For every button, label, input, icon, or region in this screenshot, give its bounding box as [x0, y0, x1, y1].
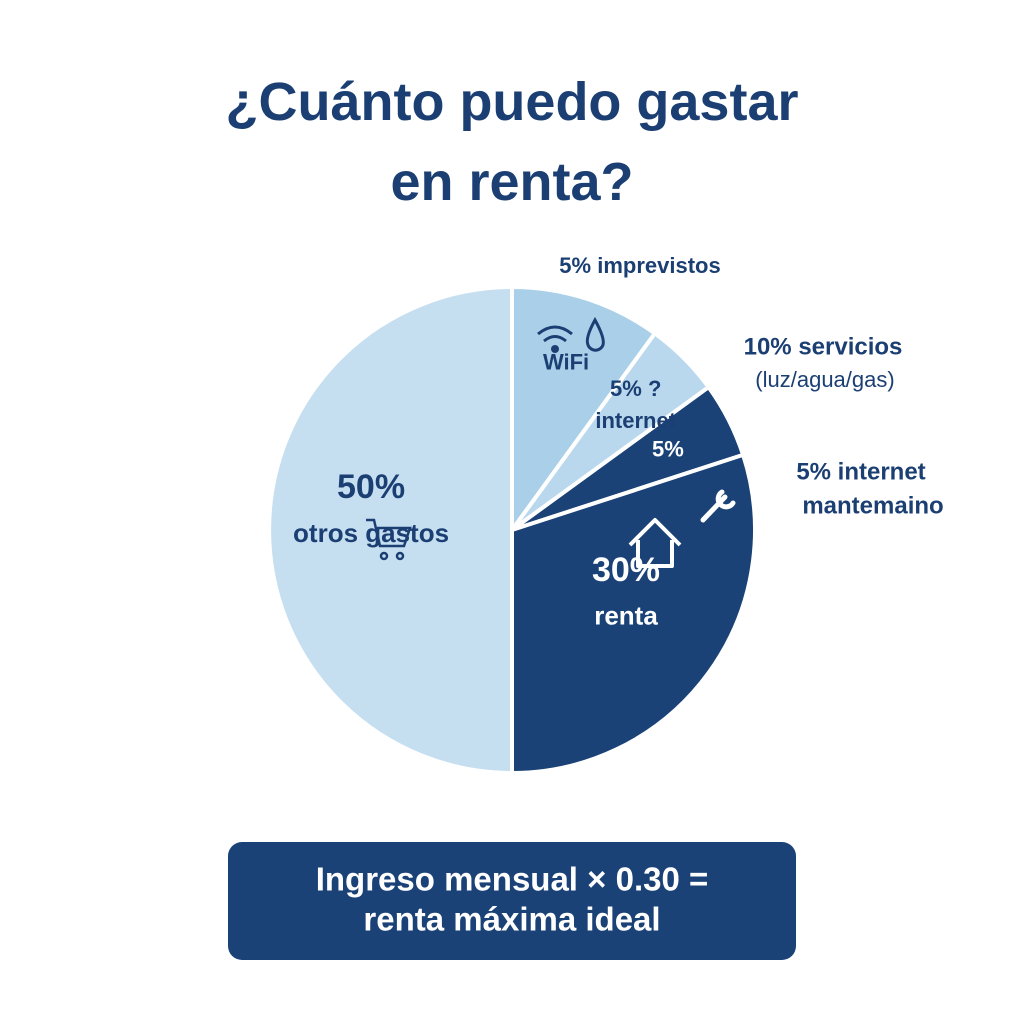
labels: WiFi 5% ? internet 5% 30% renta 50% otros gasto… — [293, 349, 684, 630]
value-label: 5% ? — [610, 376, 661, 401]
slice-label: WiFi — [543, 349, 589, 374]
pie — [267, 284, 757, 776]
pie-slice — [510, 284, 658, 537]
formula-line: renta máxima ideal — [363, 901, 660, 938]
formula-line: Ingreso mensual × 0.30 = — [316, 861, 709, 898]
pie-slice — [510, 452, 757, 776]
slice-label: renta — [594, 601, 658, 631]
value-label: 30% — [592, 551, 660, 589]
annotation: mantemaino — [802, 492, 943, 519]
cart-icon — [366, 518, 412, 561]
value-label: 5% — [652, 436, 684, 461]
formula-box — [228, 842, 796, 960]
slice-label: otros gastos — [293, 518, 449, 548]
annotation: 5% imprevistos — [559, 253, 720, 278]
annotation: 10% servicios — [744, 333, 903, 360]
chart-title: ¿Cuánto puedo gastar en renta? — [225, 72, 799, 212]
slice-label: internet — [595, 408, 676, 433]
pie-slice — [267, 284, 514, 776]
house-icon — [628, 518, 682, 568]
value-label: 50% — [337, 468, 405, 506]
wifi-icon — [537, 316, 605, 353]
annotation: 5% internet — [796, 458, 925, 485]
wrench-icon — [700, 489, 736, 523]
annotation: (luz/agua/gas) — [755, 367, 894, 392]
